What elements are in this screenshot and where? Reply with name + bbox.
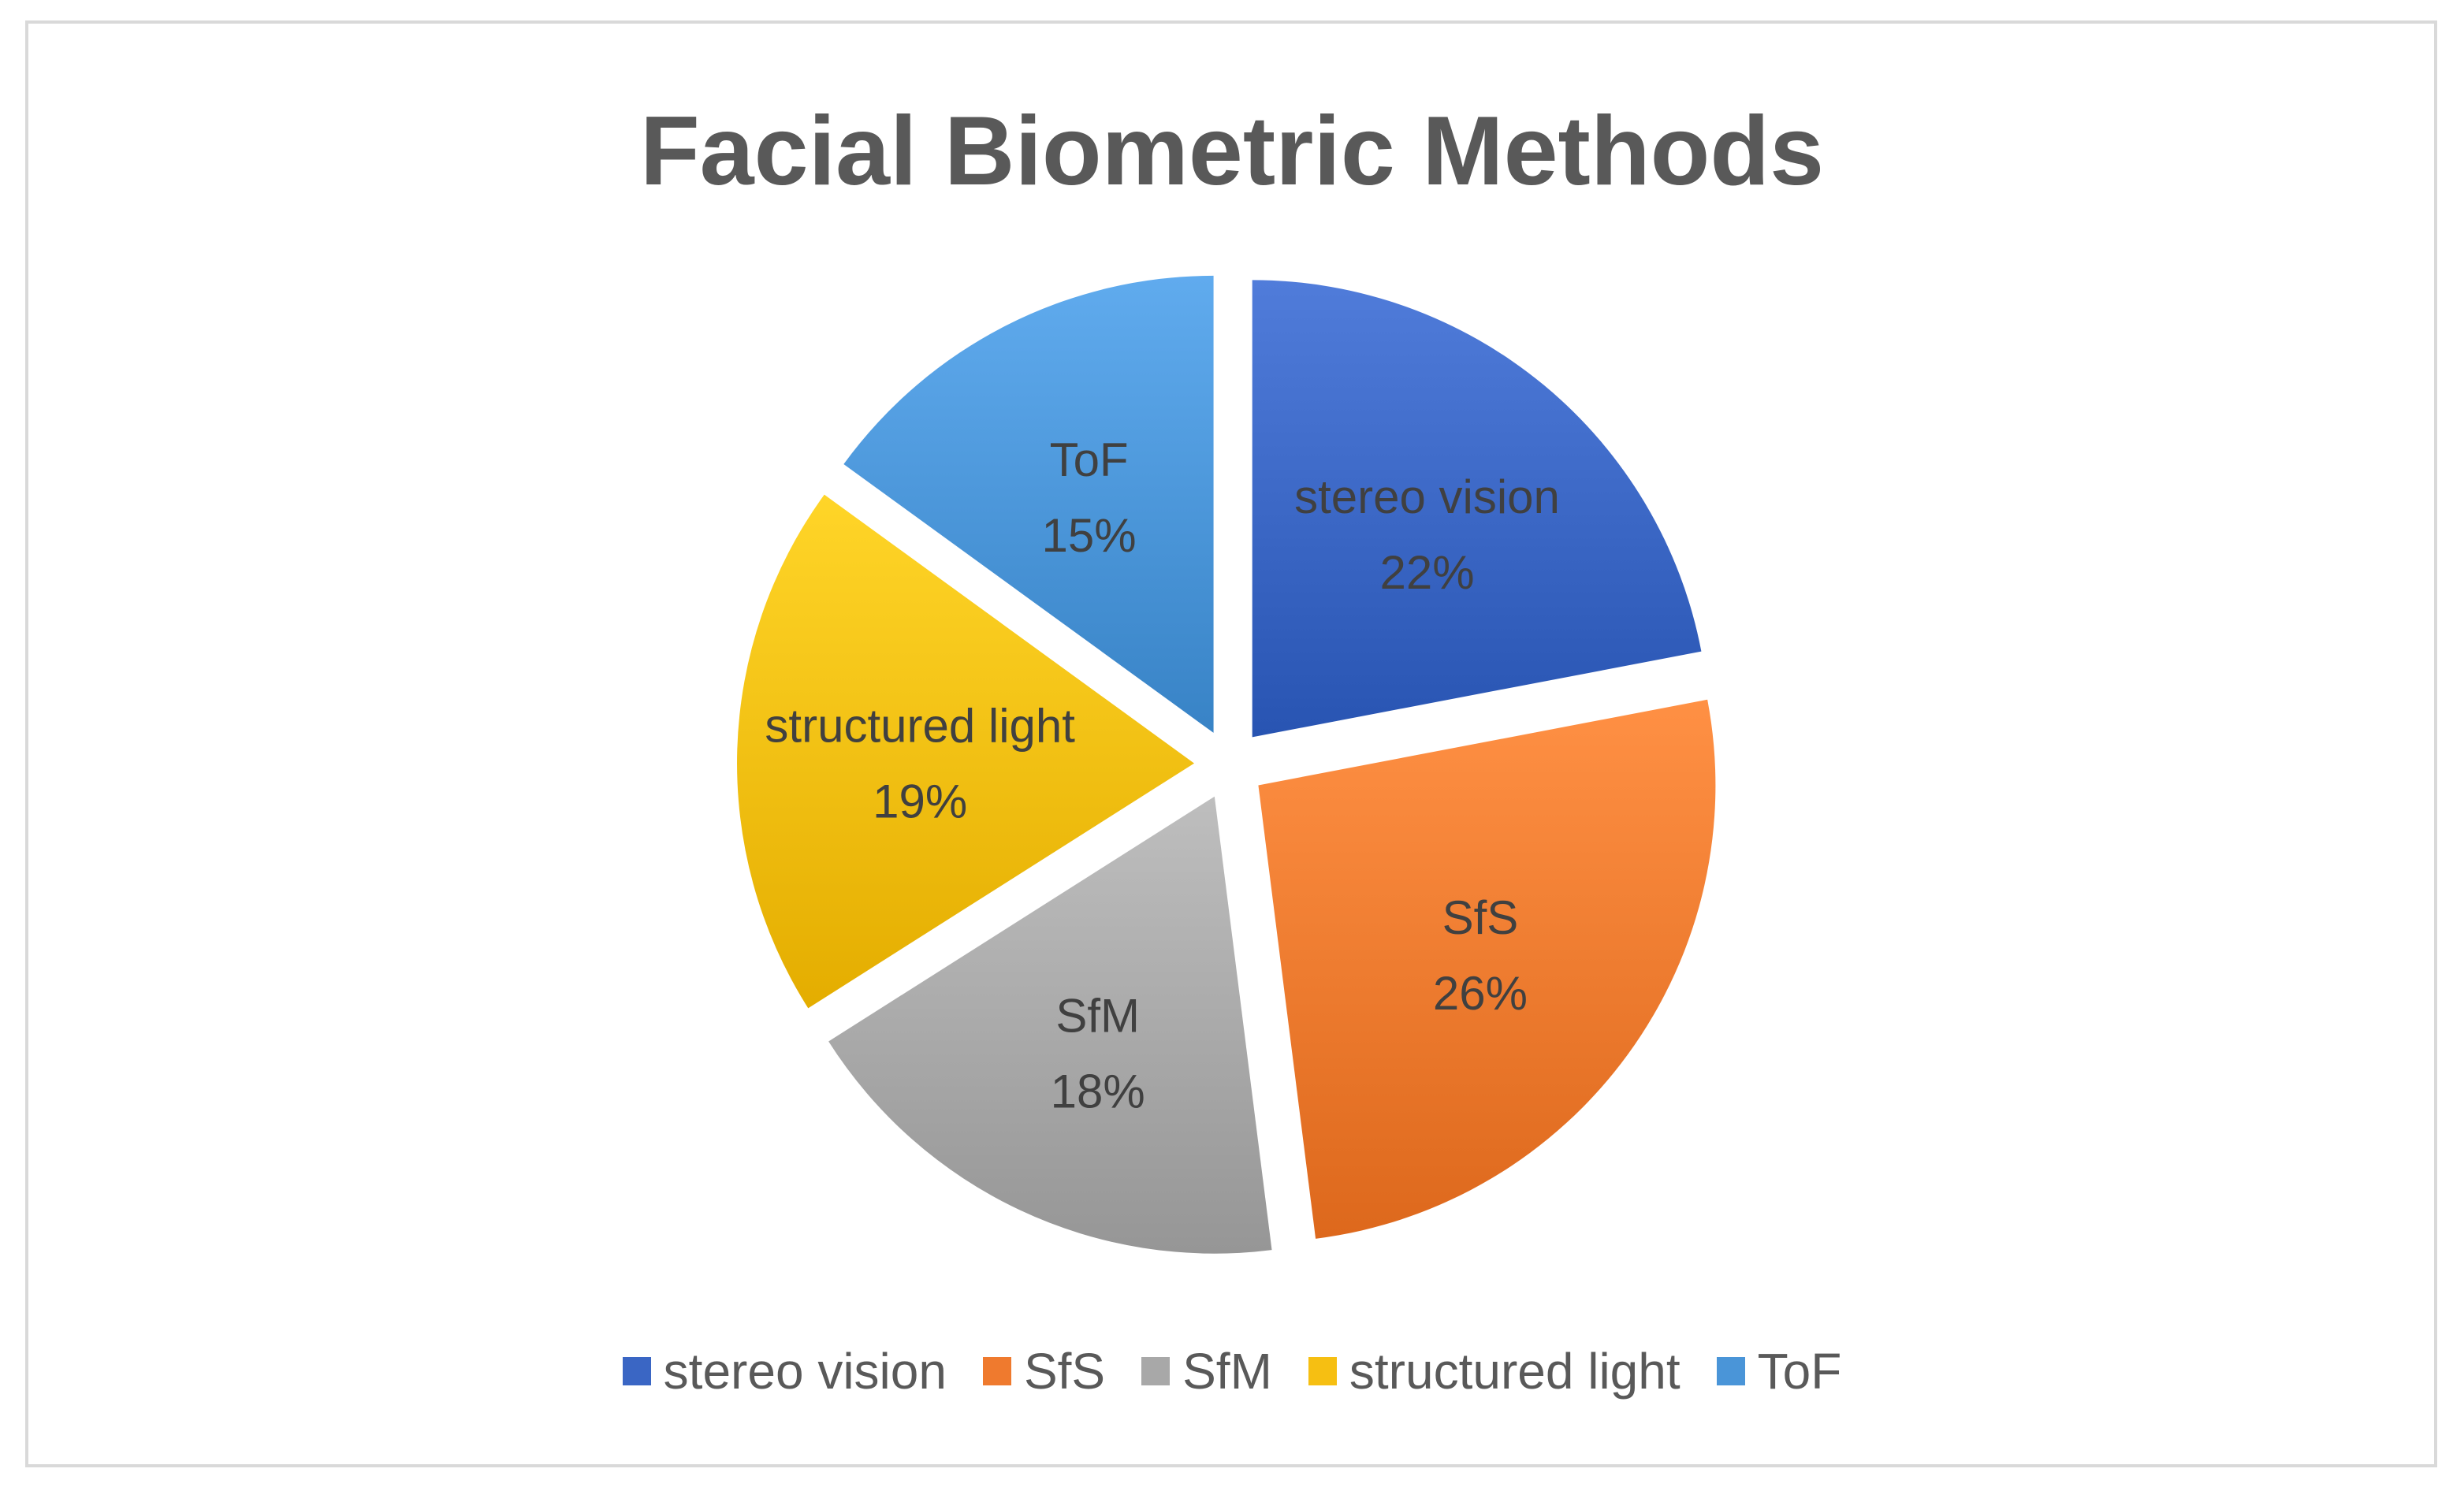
slice-category-label: SfS — [1442, 891, 1519, 944]
pie-slice-sfm — [828, 796, 1272, 1254]
slice-category-label: SfM — [1055, 990, 1140, 1043]
legend-label: ToF — [1757, 1343, 1842, 1400]
pie-slice-tof — [843, 275, 1214, 733]
legend: stereo vision SfS SfM structured light ToF — [0, 1346, 2464, 1396]
slice-category-label: structured light — [765, 700, 1075, 753]
slice-category-label: stereo vision — [1294, 470, 1560, 523]
pie-slice-structured-light — [737, 494, 1195, 1009]
legend-item: ToF — [1716, 1343, 1842, 1400]
legend-swatch — [982, 1357, 1011, 1385]
legend-swatch — [1716, 1357, 1745, 1385]
slice-percent-label: 15% — [1042, 509, 1137, 562]
legend-item: stereo vision — [622, 1343, 947, 1400]
legend-item: SfM — [1141, 1346, 1272, 1396]
legend-swatch — [1141, 1357, 1171, 1385]
pie-slice-sfs — [1258, 699, 1716, 1239]
legend-label: stereo vision — [663, 1343, 947, 1400]
slice-category-label: ToF — [1050, 433, 1129, 486]
legend-label: structured light — [1349, 1343, 1681, 1400]
pie-slice-stereo-vision — [1252, 280, 1702, 738]
slice-percent-label: 19% — [873, 775, 967, 828]
legend-label: SfM — [1182, 1343, 1272, 1400]
legend-swatch — [1308, 1357, 1337, 1385]
legend-item: SfS — [982, 1343, 1106, 1400]
legend-item: structured light — [1308, 1346, 1681, 1396]
legend-swatch — [622, 1357, 651, 1385]
legend-label: SfS — [1023, 1343, 1106, 1400]
slice-percent-label: 22% — [1379, 546, 1474, 599]
slice-percent-label: 26% — [1433, 967, 1528, 1020]
chart-title: Facial Biometric Methods — [639, 97, 1825, 206]
slice-percent-label: 18% — [1051, 1065, 1145, 1118]
